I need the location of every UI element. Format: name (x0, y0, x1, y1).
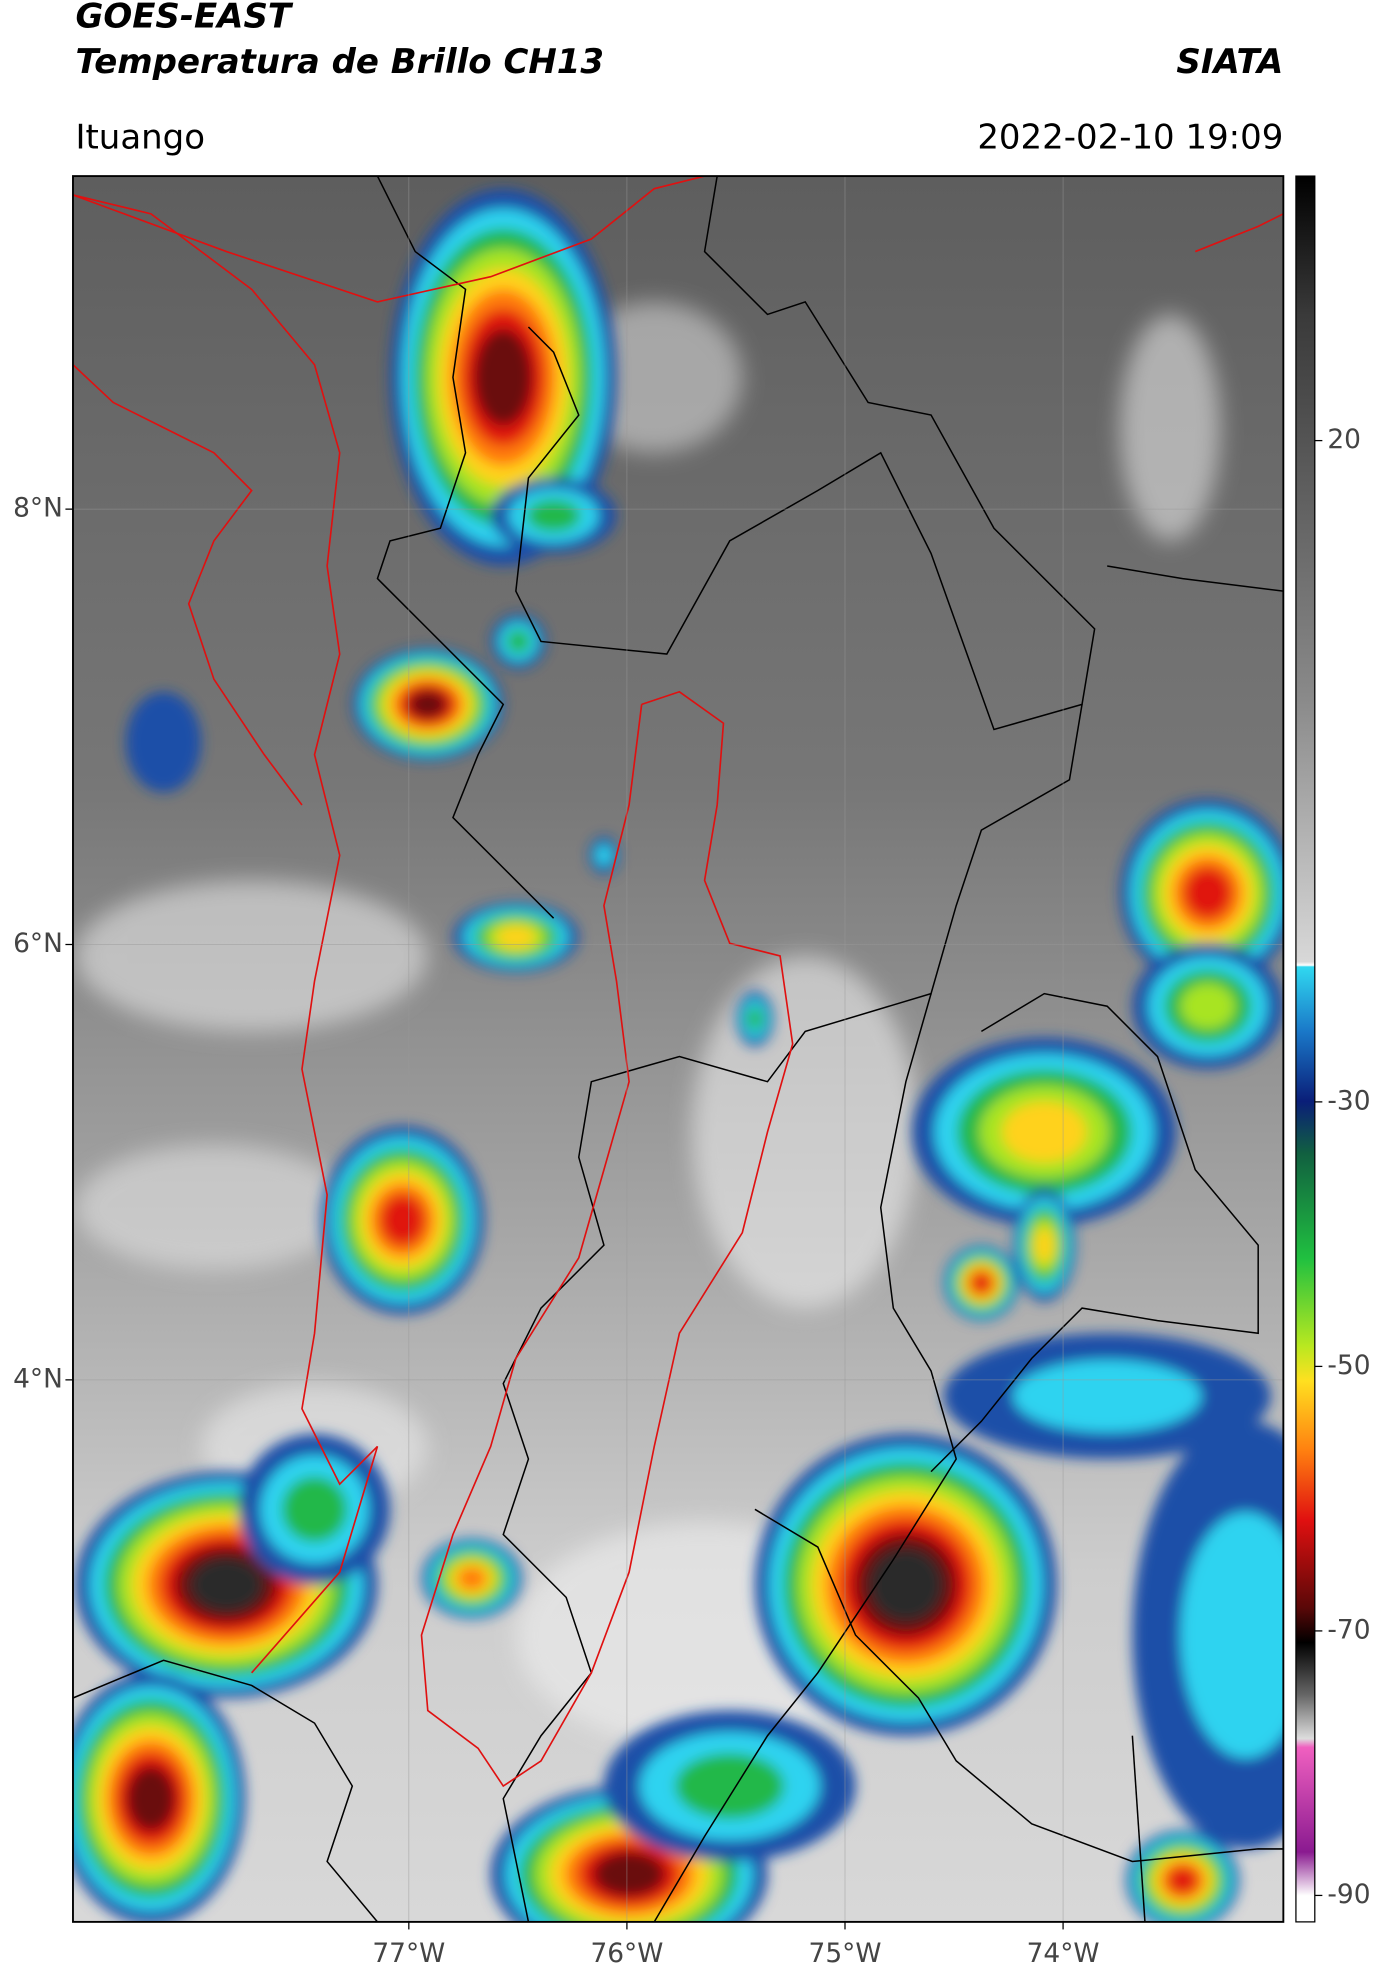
x-tick-label: 76°W (590, 1938, 663, 1969)
cloud-top (408, 689, 448, 719)
subtitle: Temperatura de Brillo CH13 (75, 42, 604, 82)
cloud-top (1034, 1227, 1055, 1264)
cloud-top (595, 844, 613, 867)
x-tick-label: 77°W (372, 1938, 445, 1969)
cloud-top (281, 1476, 348, 1543)
cloud-top (126, 1766, 176, 1831)
cloud-top (1013, 1359, 1202, 1433)
cloud-top (1180, 1512, 1284, 1759)
x-tick-label: 74°W (1027, 1938, 1100, 1969)
borders (72, 176, 1284, 1922)
y-tick-label: 6°N (13, 928, 63, 959)
cloud-top (457, 1566, 487, 1591)
x-tick-label: 75°W (809, 1938, 882, 1969)
cloud-top (593, 1851, 665, 1897)
colorbar-tick-label: -30 (1327, 1085, 1370, 1116)
colorbar-tick-label: 20 (1327, 424, 1361, 455)
cloud-top (380, 1194, 425, 1246)
cloud-top (526, 499, 581, 533)
colorbar-tick-label: -50 (1327, 1350, 1370, 1381)
colorbar-tick-label: -90 (1327, 1879, 1370, 1910)
title: GOES-EAST (75, 0, 293, 37)
colorbar-tick-label: -70 (1327, 1614, 1370, 1645)
cloud-top (971, 1272, 992, 1294)
cloud-top (506, 629, 531, 654)
cloud-top (189, 1557, 264, 1613)
place: Ituango (75, 117, 205, 157)
cloud-top (1183, 867, 1232, 919)
cloud-top (125, 691, 202, 793)
cloud-streaks (75, 301, 1221, 1749)
y-tick-label: 4°N (13, 1363, 63, 1394)
cloud-tops (72, 188, 1284, 1922)
cloud-top (1167, 1866, 1199, 1895)
colorbar (1295, 175, 1316, 1923)
cloud-top (495, 925, 536, 949)
cloud-top (868, 1547, 943, 1622)
y-tick-label: 8°N (13, 493, 63, 524)
map-area (72, 176, 1284, 1922)
coastline-and-basin (72, 176, 1284, 1788)
cloud-top (1002, 1101, 1087, 1163)
cloud-top (746, 1006, 764, 1031)
cloud-top (474, 328, 533, 426)
cloud-top (1180, 983, 1236, 1030)
org: SIATA (1176, 42, 1283, 82)
datetime: 2022-02-10 19:09 (977, 117, 1283, 157)
map-frame (72, 175, 1285, 1923)
cloud-top (675, 1753, 785, 1819)
